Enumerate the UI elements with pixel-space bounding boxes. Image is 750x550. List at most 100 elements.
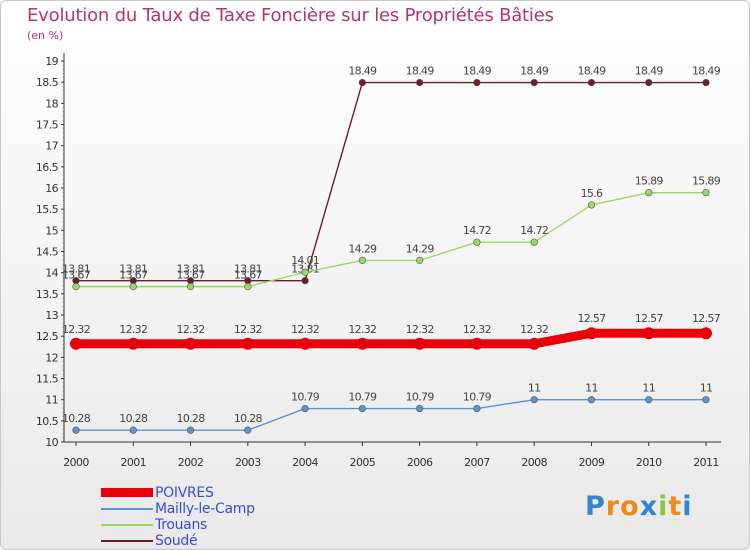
x-tick-label: 2006 xyxy=(407,456,433,469)
x-tick-label: 2008 xyxy=(521,456,547,469)
y-tick-label: 16 xyxy=(45,182,58,195)
y-tick-label: 10 xyxy=(45,436,58,449)
data-point-soude xyxy=(358,78,366,87)
y-tick-label: 13 xyxy=(45,309,58,322)
data-point-trouans xyxy=(416,256,424,264)
data-label-poivres: 12.57 xyxy=(692,312,721,325)
data-label-mailly-le-camp: 10.28 xyxy=(177,412,206,425)
legend-label-soude: Soudé xyxy=(155,533,198,549)
data-label-trouans: 14.29 xyxy=(348,242,377,255)
legend-label-mailly-le-camp: Mailly-le-Camp xyxy=(155,501,255,517)
data-label-mailly-le-camp: 10.28 xyxy=(62,412,91,425)
data-label-trouans: 13.67 xyxy=(234,269,263,282)
data-label-soude: 18.49 xyxy=(463,65,492,78)
data-point-mailly-le-camp xyxy=(301,404,309,413)
legend-label-trouans: Trouans xyxy=(155,517,208,533)
data-label-trouans: 14.01 xyxy=(291,254,319,267)
data-label-soude: 18.49 xyxy=(406,65,435,78)
data-point-soude xyxy=(645,78,653,87)
data-label-trouans: 14.72 xyxy=(463,224,491,237)
y-tick-label: 15.5 xyxy=(36,203,59,216)
y-tick-label: 18.5 xyxy=(36,76,59,89)
legend-swatch-trouans xyxy=(101,524,153,526)
logo-letter: i xyxy=(658,491,669,522)
logo-letter: r xyxy=(605,491,621,522)
data-label-soude: 13.81 xyxy=(177,263,205,276)
series-line-mailly-le-camp xyxy=(75,398,707,431)
data-point-mailly-le-camp xyxy=(186,426,195,434)
x-tick-label: 2004 xyxy=(292,456,318,469)
data-label-soude: 13.81 xyxy=(234,263,262,276)
data-label-soude: 18.49 xyxy=(348,65,377,78)
x-tick-label: 2002 xyxy=(178,456,204,469)
data-label-mailly-le-camp: 10.79 xyxy=(348,391,377,404)
data-label-mailly-le-camp: 11 xyxy=(585,382,598,395)
data-label-poivres: 12.32 xyxy=(177,323,205,336)
data-label-mailly-le-camp: 10.79 xyxy=(406,391,435,404)
data-point-mailly-le-camp xyxy=(530,396,538,404)
data-point-trouans xyxy=(473,238,481,246)
data-label-soude: 13.81 xyxy=(119,263,147,276)
data-point-mailly-le-camp xyxy=(72,426,80,434)
data-label-soude: 18.49 xyxy=(635,65,664,78)
data-point-poivres xyxy=(356,337,369,350)
series-line-soude xyxy=(75,81,707,282)
data-point-soude xyxy=(473,78,481,87)
data-label-trouans: 13.67 xyxy=(62,269,91,282)
data-label-trouans: 14.72 xyxy=(520,224,548,237)
data-label-soude: 13.81 xyxy=(62,263,90,276)
data-point-trouans xyxy=(186,283,195,291)
y-tick-label: 19 xyxy=(45,55,58,68)
data-point-mailly-le-camp xyxy=(244,426,252,434)
data-point-poivres xyxy=(470,337,483,350)
data-point-trouans xyxy=(587,201,596,209)
chart-title: Evolution du Taux de Taxe Foncière sur l… xyxy=(27,5,554,26)
data-point-poivres xyxy=(299,337,312,350)
data-point-soude xyxy=(587,78,596,87)
data-label-poivres: 12.32 xyxy=(406,323,434,336)
data-label-mailly-le-camp: 10.28 xyxy=(119,412,148,425)
data-point-poivres xyxy=(241,337,254,350)
x-tick-label: 2005 xyxy=(350,456,376,469)
data-point-mailly-le-camp xyxy=(587,396,596,404)
proxiti-logo: Proxiti xyxy=(585,491,693,522)
data-point-mailly-le-camp xyxy=(702,396,710,404)
data-label-trouans: 15.6 xyxy=(581,187,603,200)
y-tick-label: 14 xyxy=(45,267,58,280)
data-point-trouans xyxy=(72,283,80,291)
x-tick-label: 2001 xyxy=(120,456,146,469)
data-label-mailly-le-camp: 10.28 xyxy=(234,412,263,425)
y-tick-label: 17 xyxy=(45,140,58,153)
legend-swatch-poivres xyxy=(101,488,153,497)
data-point-soude xyxy=(530,78,538,87)
data-label-soude: 18.49 xyxy=(520,65,549,78)
logo-letter: P xyxy=(585,491,606,522)
legend-label-poivres: POIVRES xyxy=(155,485,214,501)
data-label-trouans: 15.89 xyxy=(692,175,721,188)
y-tick-label: 12 xyxy=(45,351,58,364)
series-line-poivres xyxy=(71,328,711,349)
data-label-poivres: 12.57 xyxy=(635,312,664,325)
x-tick-label: 2007 xyxy=(464,456,490,469)
y-tick-label: 14.5 xyxy=(36,246,59,259)
data-label-trouans: 13.67 xyxy=(177,269,206,282)
data-label-trouans: 15.89 xyxy=(635,175,664,188)
legend-swatch-soude xyxy=(101,540,153,542)
x-tick-label: 2009 xyxy=(579,456,605,469)
y-tick-label: 11.5 xyxy=(36,373,59,386)
data-point-mailly-le-camp xyxy=(358,404,366,413)
y-tick-label: 15 xyxy=(45,224,58,237)
data-point-poivres xyxy=(700,327,712,340)
data-label-poivres: 12.32 xyxy=(520,323,548,336)
y-tick-label: 10.5 xyxy=(36,415,59,428)
data-point-soude xyxy=(702,78,710,87)
data-label-mailly-le-camp: 11 xyxy=(642,382,655,395)
data-point-soude xyxy=(301,277,309,285)
data-label-poivres: 12.32 xyxy=(119,323,147,336)
data-point-mailly-le-camp xyxy=(473,404,481,413)
data-point-trouans xyxy=(129,283,137,291)
data-label-trouans: 13.67 xyxy=(119,269,148,282)
data-label-trouans: 14.29 xyxy=(406,242,435,255)
